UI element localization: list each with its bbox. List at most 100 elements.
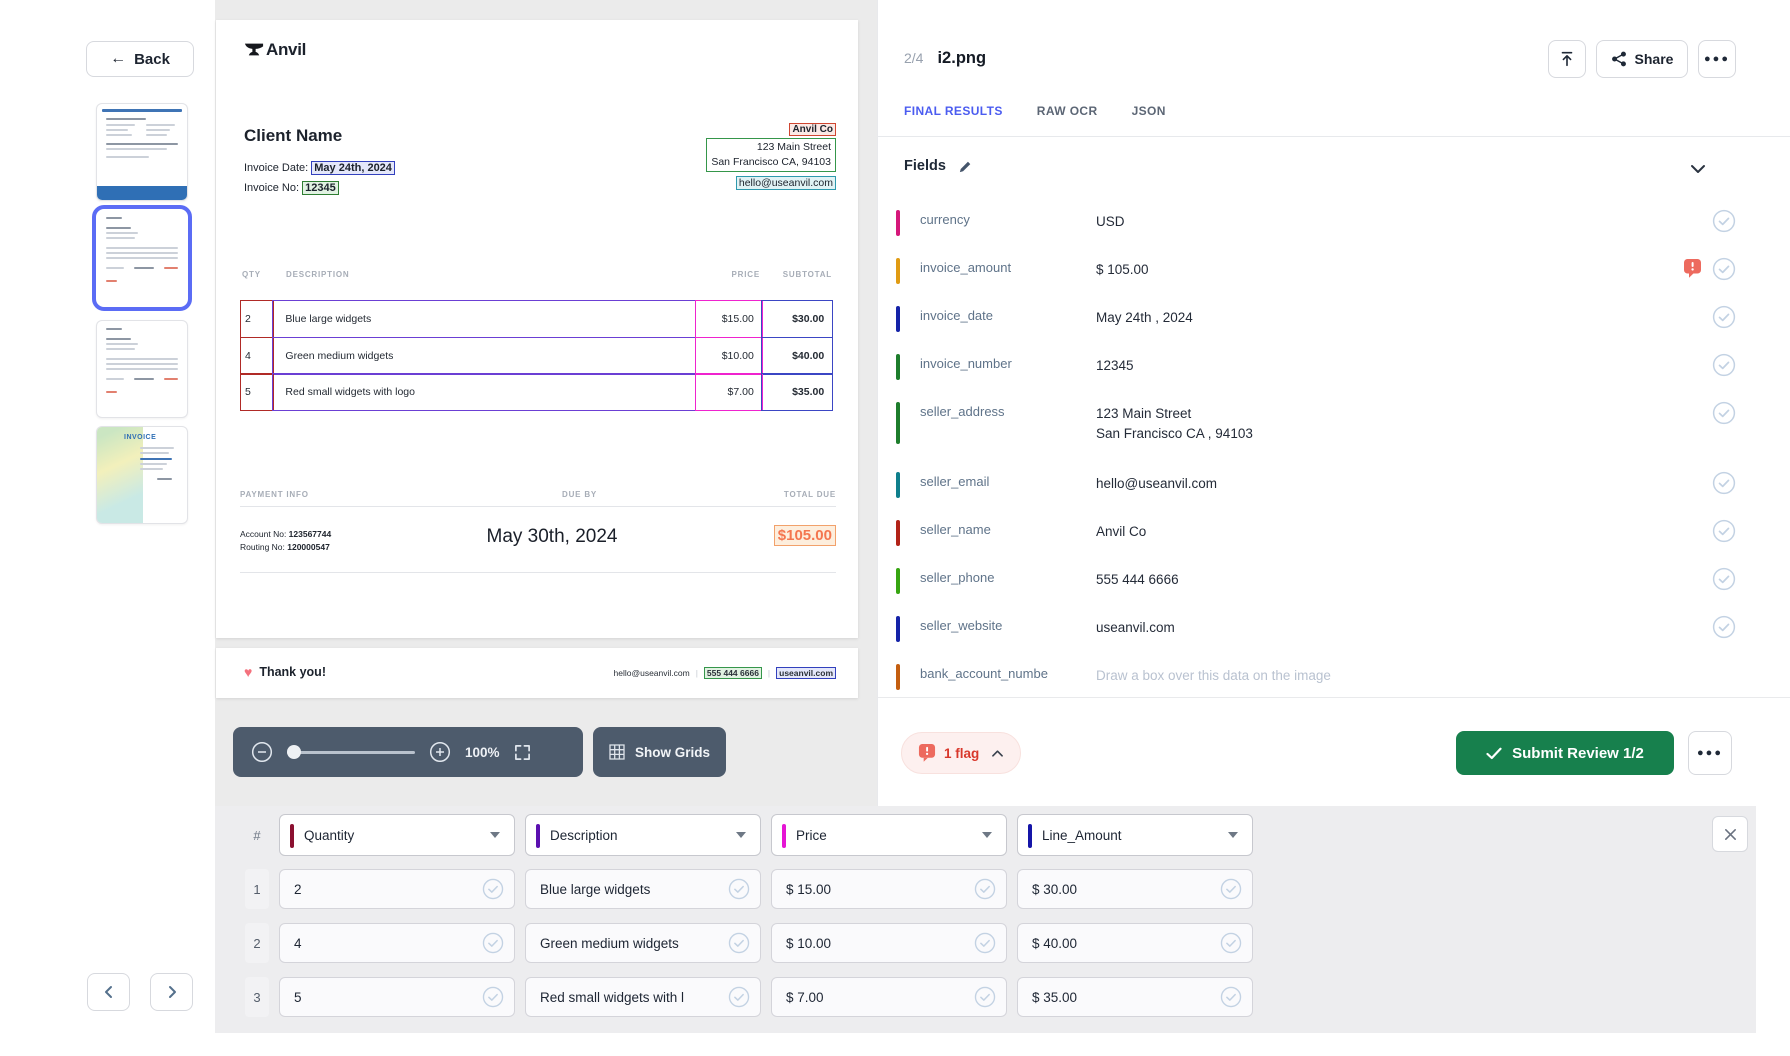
field-row[interactable]: invoice_number 12345	[878, 345, 1790, 393]
close-line-items-button[interactable]	[1712, 816, 1748, 852]
invoice-footer-strip[interactable]: ♥ Thank you! hello@useanvil.com | 555 44…	[216, 648, 858, 698]
more-options-button[interactable]: ●●●	[1698, 40, 1736, 78]
field-check-icon[interactable]	[1712, 401, 1736, 425]
previous-page-button[interactable]	[87, 973, 130, 1011]
description-cell-input[interactable]: Red small widgets with l	[525, 977, 761, 1017]
field-check-icon[interactable]	[1712, 257, 1736, 281]
field-value[interactable]: 12345	[1096, 356, 1712, 376]
column-type-select[interactable]: Description	[525, 814, 761, 856]
invoice-page[interactable]: Anvil Client Name Invoice Date: May 24th…	[216, 20, 858, 638]
field-value[interactable]: USD	[1096, 212, 1712, 232]
quantity-cell-input[interactable]: 5	[279, 977, 515, 1017]
cell-check-icon[interactable]	[728, 986, 750, 1008]
field-check-icon[interactable]	[1712, 305, 1736, 329]
field-check-icon[interactable]	[1712, 567, 1736, 591]
cell-check-icon[interactable]	[1220, 986, 1242, 1008]
quantity-cell-input[interactable]: 2	[279, 869, 515, 909]
description-cell-input[interactable]: Blue large widgets	[525, 869, 761, 909]
field-row[interactable]: currency USD	[878, 201, 1790, 249]
quantity-cell-input[interactable]: 4	[279, 923, 515, 963]
show-grids-button[interactable]: Show Grids	[593, 727, 726, 777]
field-row[interactable]: seller_address 123 Main Street San Franc…	[878, 393, 1790, 463]
cell-check-icon[interactable]	[482, 932, 504, 954]
line-amount-cell-input[interactable]: $ 35.00	[1017, 977, 1253, 1017]
doc-table-row[interactable]: 4 Green medium widgets $10.00 $40.00	[240, 336, 836, 375]
line-amount-cell-input[interactable]: $ 40.00	[1017, 923, 1253, 963]
field-flag-icon[interactable]	[1683, 258, 1702, 279]
cell-check-icon[interactable]	[974, 986, 996, 1008]
zoom-slider-handle[interactable]	[287, 745, 301, 759]
fullscreen-icon[interactable]	[514, 744, 531, 761]
doc-table-row[interactable]: 2 Blue large widgets $15.00 $30.00	[240, 300, 836, 339]
submit-review-button[interactable]: Submit Review 1/2	[1456, 731, 1674, 775]
invoice-date-highlight[interactable]: May 24th, 2024	[311, 161, 395, 175]
price-cell-input[interactable]: $ 15.00	[771, 869, 1007, 909]
field-value[interactable]: 123 Main Street San Francisco CA , 94103	[1096, 404, 1712, 444]
line-amount-cell-input[interactable]: $ 30.00	[1017, 869, 1253, 909]
column-type-select[interactable]: Quantity	[279, 814, 515, 856]
account-no-value: 123567744	[288, 529, 332, 539]
field-row[interactable]: seller_email hello@useanvil.com	[878, 463, 1790, 511]
invoice-number-highlight[interactable]: 12345	[302, 181, 339, 195]
field-value[interactable]: Anvil Co	[1096, 522, 1712, 542]
footer-website-highlight[interactable]: useanvil.com	[776, 667, 836, 679]
cell-check-icon[interactable]	[1220, 932, 1242, 954]
seller-address-highlight[interactable]: 123 Main Street San Francisco CA, 94103	[706, 138, 836, 172]
price-cell-input[interactable]: $ 7.00	[771, 977, 1007, 1017]
page-indicator: 2/4	[904, 50, 924, 66]
field-value[interactable]: May 24th , 2024	[1096, 308, 1712, 328]
thumbnail-page-3[interactable]	[96, 320, 188, 418]
field-row[interactable]: bank_account_numbe Draw a box over this …	[878, 655, 1790, 697]
cell-check-icon[interactable]	[482, 878, 504, 900]
review-more-options-button[interactable]: ●●●	[1688, 731, 1732, 775]
zoom-slider[interactable]	[287, 745, 415, 759]
next-page-button[interactable]	[150, 973, 193, 1011]
field-value-line1: 123 Main Street	[1096, 406, 1192, 421]
field-check-icon[interactable]	[1712, 615, 1736, 639]
back-button[interactable]: ← Back	[86, 41, 194, 77]
description-cell-input[interactable]: Green medium widgets	[525, 923, 761, 963]
field-value[interactable]: hello@useanvil.com	[1096, 474, 1712, 494]
cell-check-icon[interactable]	[974, 932, 996, 954]
field-row[interactable]: seller_website useanvil.com	[878, 607, 1790, 655]
field-value[interactable]: $ 105.00	[1096, 260, 1683, 280]
zoom-out-icon[interactable]	[251, 741, 273, 763]
footer-phone-highlight[interactable]: 555 444 6666	[703, 667, 762, 679]
column-type-select[interactable]: Line_Amount	[1017, 814, 1253, 856]
tab-final-results[interactable]: FINAL RESULTS	[904, 104, 1003, 118]
flag-badge[interactable]: 1 flag	[901, 732, 1022, 774]
field-value[interactable]: Draw a box over this data on the image	[1096, 666, 1736, 686]
cell-check-icon[interactable]	[728, 878, 750, 900]
seller-address-line1: 123 Main Street	[756, 141, 831, 153]
field-value[interactable]: 555 444 6666	[1096, 570, 1712, 590]
thumbnail-page-2[interactable]	[92, 205, 192, 311]
field-check-icon[interactable]	[1712, 471, 1736, 495]
tab-json[interactable]: JSON	[1131, 104, 1166, 118]
upload-button[interactable]	[1548, 40, 1586, 78]
column-type-select[interactable]: Price	[771, 814, 1007, 856]
seller-name-highlight[interactable]: Anvil Co	[789, 123, 836, 136]
price-cell-input[interactable]: $ 10.00	[771, 923, 1007, 963]
field-row[interactable]: invoice_date May 24th , 2024	[878, 297, 1790, 345]
doc-table-row[interactable]: 5 Red small widgets with logo $7.00 $35.…	[240, 373, 836, 412]
seller-email-highlight[interactable]: hello@useanvil.com	[735, 176, 836, 190]
field-check-icon[interactable]	[1712, 209, 1736, 233]
field-row[interactable]: seller_phone 555 444 6666	[878, 559, 1790, 607]
field-check-icon[interactable]	[1712, 353, 1736, 377]
total-due-highlight[interactable]: $105.00	[773, 525, 836, 546]
cell-check-icon[interactable]	[1220, 878, 1242, 900]
cell-check-icon[interactable]	[482, 986, 504, 1008]
field-row[interactable]: invoice_amount $ 105.00	[878, 249, 1790, 297]
thumbnail-page-1[interactable]	[96, 103, 188, 201]
cell-check-icon[interactable]	[728, 932, 750, 954]
fields-collapse-chevron-icon[interactable]	[1690, 162, 1706, 176]
field-value[interactable]: useanvil.com	[1096, 618, 1712, 638]
edit-pencil-icon[interactable]	[958, 159, 973, 174]
cell-check-icon[interactable]	[974, 878, 996, 900]
field-row[interactable]: seller_name Anvil Co	[878, 511, 1790, 559]
share-button[interactable]: Share	[1596, 40, 1688, 78]
thumbnail-page-4[interactable]: INVOICE	[96, 426, 188, 524]
zoom-in-icon[interactable]	[429, 741, 451, 763]
field-check-icon[interactable]	[1712, 519, 1736, 543]
tab-raw-ocr[interactable]: RAW OCR	[1036, 104, 1098, 118]
